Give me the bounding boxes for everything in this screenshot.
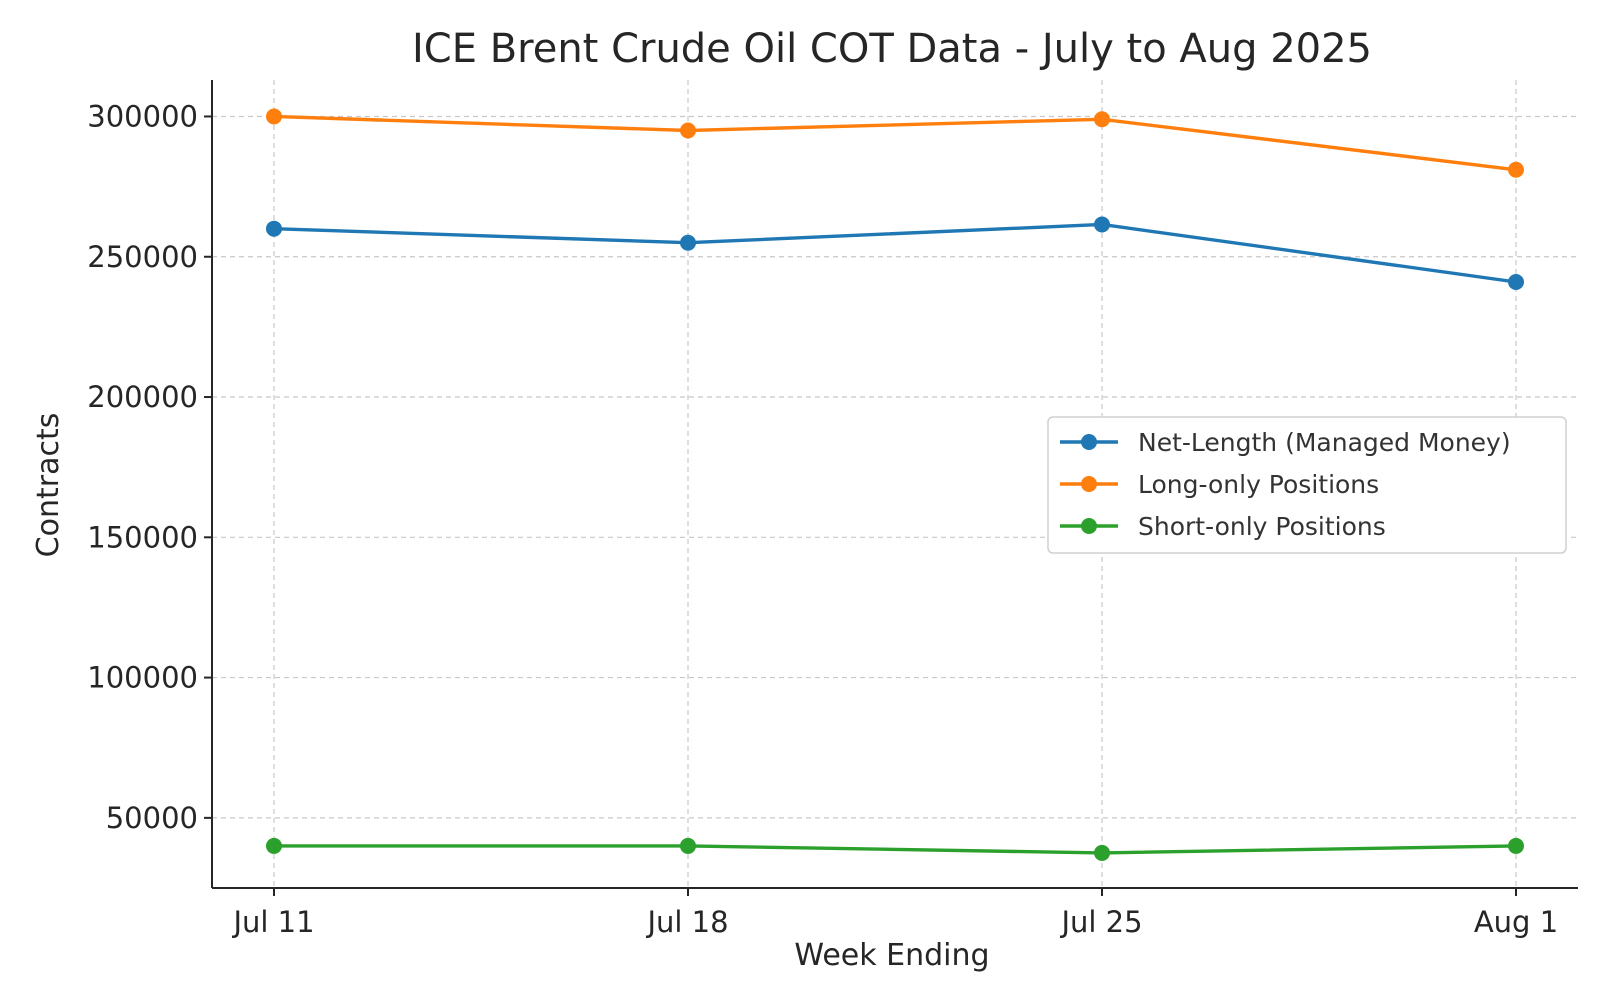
series-short-only-positions [266,837,1524,861]
legend-item: Long-only Positions [1060,470,1379,499]
data-point [1094,216,1110,233]
data-point [1094,844,1110,861]
legend-box [1047,416,1567,554]
x-tick-label: Aug 1 [1474,905,1558,939]
legend-label: Short-only Positions [1138,512,1386,541]
x-tick-label: Jul 11 [231,905,314,939]
y-tick-label: 150000 [87,520,198,554]
data-point [266,837,282,854]
series-line [273,222,1517,284]
series-group [266,108,1524,861]
data-point [680,234,696,251]
data-point [1508,161,1524,178]
data-point [1508,274,1524,290]
series-net-length-managed-money [266,216,1524,290]
y-tick-label: 250000 [87,240,198,274]
y-tick-label: 100000 [87,661,198,695]
legend-item: Short-only Positions [1060,512,1386,541]
data-point [1094,111,1110,128]
y-tick-label: 200000 [87,380,198,414]
x-tick-label: Jul 18 [645,905,728,939]
data-point [680,122,696,139]
data-point [266,220,282,237]
x-tick-label: Jul 25 [1059,905,1142,939]
legend-marker [1081,476,1097,492]
series-long-only-positions [266,108,1524,178]
chart-title: ICE Brent Crude Oil COT Data - July to A… [412,26,1372,72]
axes [211,80,1578,889]
legend-marker [1081,518,1097,534]
y-tick-label: 300000 [87,99,198,133]
series-line [274,844,1517,855]
y-tick-label: 50000 [106,801,198,835]
data-point [680,837,696,854]
legend: Net-Length (Managed Money) Long-only Posi… [1047,416,1567,554]
legend-marker [1081,434,1097,450]
y-axis-label: Contracts [31,413,66,558]
legend-label: Net-Length (Managed Money) [1138,428,1511,457]
legend-item: Net-Length (Managed Money) [1060,428,1511,457]
ticks: Jul 11 Jul 18 Jul 25 Aug 1 50000 100000 150000… [87,99,1558,939]
series-line [273,114,1517,172]
data-point [266,108,282,125]
data-point [1508,837,1524,854]
x-axis-label: Week Ending [794,938,989,973]
legend-label: Long-only Positions [1138,470,1379,499]
